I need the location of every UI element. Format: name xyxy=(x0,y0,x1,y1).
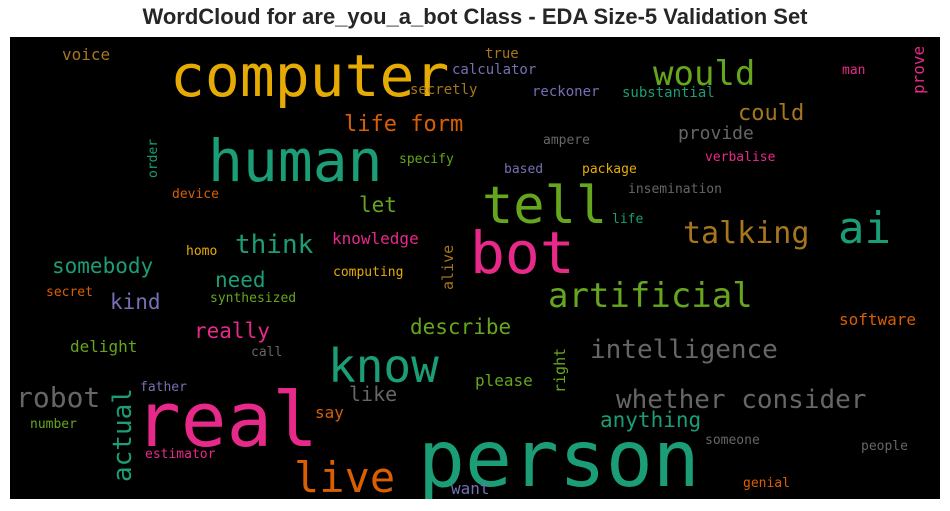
word-reckoner: reckoner xyxy=(532,84,600,100)
word-call: call xyxy=(251,345,283,360)
word-substantial: substantial xyxy=(622,85,715,101)
word-synthesized: synthesized xyxy=(210,291,297,306)
word-people: people xyxy=(861,439,908,454)
word-someone: someone xyxy=(705,433,760,448)
word-true: true xyxy=(485,46,519,62)
word-want: want xyxy=(451,479,490,498)
word-bot: bot xyxy=(470,219,575,287)
word-person: person xyxy=(418,415,700,499)
word-whether-consider: whether consider xyxy=(616,385,867,415)
wordcloud-canvas: person real computer human bot tell know ai live… xyxy=(10,37,940,499)
word-ai: ai xyxy=(838,203,891,254)
word-father: father xyxy=(140,380,187,395)
word-life-form: life form xyxy=(344,112,464,137)
word-computer: computer xyxy=(170,42,450,110)
word-let: let xyxy=(359,193,397,217)
word-insemination: insemination xyxy=(628,182,722,197)
word-think: think xyxy=(235,230,314,260)
word-genial: genial xyxy=(743,476,790,491)
word-verbalise: verbalise xyxy=(705,150,776,165)
word-intelligence: intelligence xyxy=(590,335,778,365)
chart-title: WordCloud for are_you_a_bot Class - EDA … xyxy=(142,4,808,29)
word-delight: delight xyxy=(70,337,138,356)
word-robot: robot xyxy=(16,381,101,414)
word-artificial: artificial xyxy=(548,276,753,316)
word-computing: computing xyxy=(333,265,404,280)
word-ampere: ampere xyxy=(543,133,590,148)
word-would: would xyxy=(653,54,756,94)
word-package: package xyxy=(582,162,637,177)
word-estimator: estimator xyxy=(145,447,216,462)
word-secret: secret xyxy=(46,285,93,300)
word-actual: actual xyxy=(108,388,138,482)
word-need: need xyxy=(215,268,266,292)
word-talking: talking xyxy=(683,216,810,251)
word-say: say xyxy=(315,403,344,422)
word-tell: tell xyxy=(482,176,608,236)
word-human: human xyxy=(208,127,383,195)
word-voice: voice xyxy=(62,45,111,64)
word-could: could xyxy=(738,101,805,126)
word-order: order xyxy=(146,138,161,178)
word-real: real xyxy=(135,375,319,464)
word-device: device xyxy=(172,187,219,202)
word-describe: describe xyxy=(410,315,512,339)
word-specify: specify xyxy=(399,152,454,167)
word-secretly: secretly xyxy=(410,82,478,98)
word-number: number xyxy=(30,417,77,432)
word-right: right xyxy=(551,347,569,393)
word-anything: anything xyxy=(600,408,702,432)
word-know: know xyxy=(328,339,439,393)
word-like: like xyxy=(349,382,398,406)
word-homo: homo xyxy=(186,244,218,259)
word-please: please xyxy=(475,371,533,390)
word-provide: provide xyxy=(678,123,754,144)
word-kind: kind xyxy=(110,290,161,314)
word-somebody: somebody xyxy=(52,254,154,278)
word-knowledge: knowledge xyxy=(332,229,419,248)
word-life: life xyxy=(612,212,644,227)
word-really: really xyxy=(194,319,270,343)
word-man: man xyxy=(842,63,866,78)
word-software: software xyxy=(839,310,917,329)
word-prove: prove xyxy=(909,45,928,94)
word-alive: alive xyxy=(439,244,457,290)
word-live: live xyxy=(294,453,396,499)
word-calculator: calculator xyxy=(452,62,537,78)
word-based: based xyxy=(504,162,544,177)
